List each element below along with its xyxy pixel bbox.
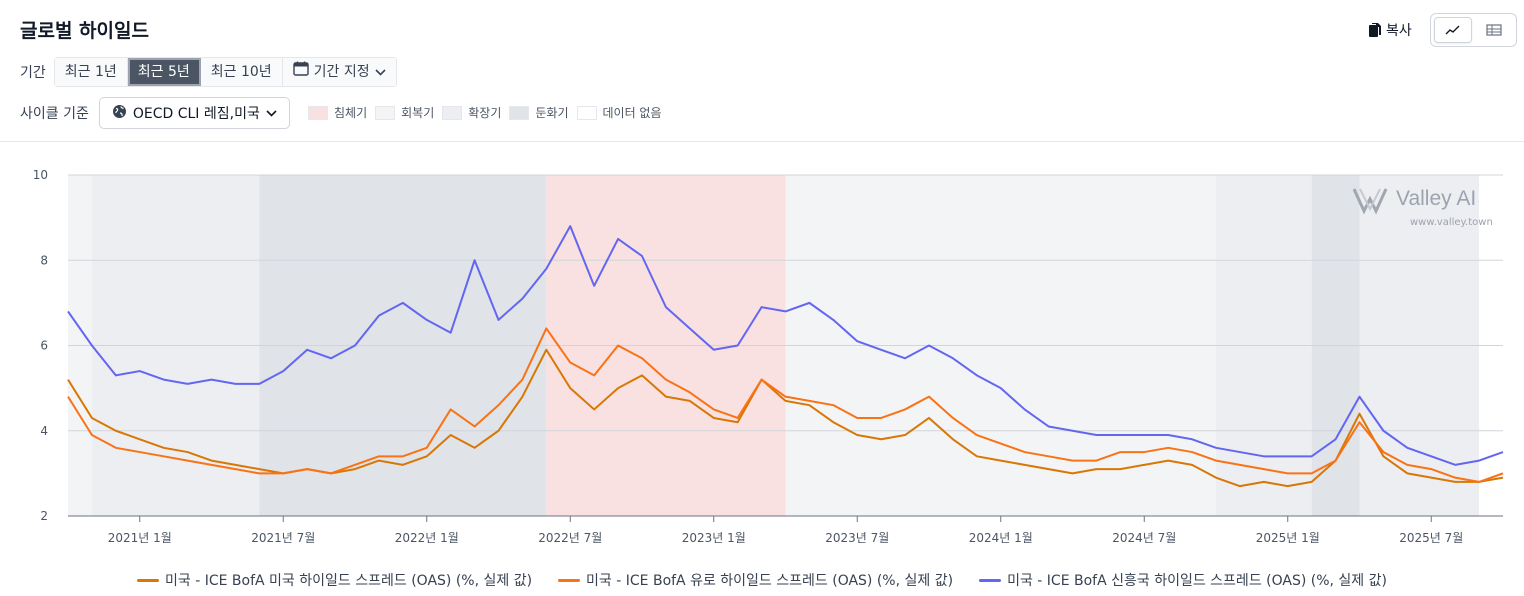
copy-button[interactable]: 복사 xyxy=(1368,20,1412,40)
series-line-1 xyxy=(67,327,1504,483)
watermark-url: www.valley.town xyxy=(1410,217,1493,228)
x-tick-label: 2022년 1월 xyxy=(395,531,459,545)
calendar-icon xyxy=(292,58,309,86)
x-tick-label: 2023년 7월 xyxy=(825,531,889,545)
phase-legend-item: 데이터 없음 xyxy=(576,104,662,121)
legend-label: 미국 - ICE BofA 신흥국 하이일드 스프레드 (OAS) (%, 실제… xyxy=(1007,573,1387,589)
copy-label: 복사 xyxy=(1386,23,1412,39)
phase-swatch xyxy=(576,105,597,120)
series-line-2 xyxy=(67,225,1504,466)
period-5y-button[interactable]: 최근 5년 xyxy=(127,58,201,86)
table-view-button[interactable] xyxy=(1476,17,1513,43)
phase-swatch xyxy=(308,105,328,120)
y-tick-label: 2 xyxy=(40,509,48,523)
line-chart: 2 4 6 8 10 2021년 1월 2021년 7월 2022년 1월 2022년 7월 20… xyxy=(33,168,1504,545)
phase-legend-item: 침체기 xyxy=(308,104,367,121)
phase-label: 침체기 xyxy=(334,106,368,120)
view-toggle xyxy=(1430,13,1517,47)
phase-legend-item: 회복기 xyxy=(375,104,434,121)
x-tick-label: 2021년 1월 xyxy=(108,531,172,545)
legend-line xyxy=(137,578,160,582)
x-tick-label: 2024년 7월 xyxy=(1112,531,1176,545)
legend-line xyxy=(979,578,1002,582)
period-selector: 최근 1년 최근 5년 최근 10년 기간 지정 xyxy=(53,57,397,87)
period-1y-button[interactable]: 최근 1년 xyxy=(54,58,128,86)
legend-line xyxy=(558,578,581,582)
legend-label: 미국 - ICE BofA 미국 하이일드 스프레드 (OAS) (%, 실제 … xyxy=(165,573,533,589)
phase-swatch xyxy=(509,105,530,120)
cycle-row: 사이클 기준 OECD CLI 레짐,미국 xyxy=(20,97,290,129)
phase-swatch xyxy=(375,105,396,120)
cycle-selected-label: OECD CLI 레짐,미국 xyxy=(132,106,260,122)
x-tick-label: 2022년 7월 xyxy=(538,531,602,545)
period-row: 기간 최근 1년 최근 5년 최근 10년 기간 지정 xyxy=(20,57,397,87)
y-tick-label: 4 xyxy=(40,424,48,438)
globe-icon xyxy=(112,104,127,123)
chart-area: 2 4 6 8 10 2021년 1월 2021년 7월 2022년 1월 2022년 7월 20… xyxy=(0,143,1524,596)
x-tick-label: 2024년 1월 xyxy=(969,531,1033,545)
x-tick-label: 2025년 7월 xyxy=(1399,531,1463,545)
cycle-select[interactable]: OECD CLI 레짐,미국 xyxy=(98,97,290,129)
x-tick-label: 2025년 1월 xyxy=(1256,531,1320,545)
custom-period-button[interactable]: 기간 지정 xyxy=(282,58,396,86)
page-title: 글로벌 하이일드 xyxy=(20,20,149,42)
legend-item-series-2[interactable]: 미국 - ICE BofA 신흥국 하이일드 스프레드 (OAS) (%, 실제… xyxy=(979,570,1387,590)
phase-label: 회복기 xyxy=(401,106,435,120)
period-label: 기간 xyxy=(20,65,46,81)
chevron-down-icon xyxy=(375,58,386,86)
legend-label: 미국 - ICE BofA 유로 하이일드 스프레드 (OAS) (%, 실제 … xyxy=(586,573,954,589)
y-tick-label: 10 xyxy=(33,168,48,182)
phase-swatch xyxy=(442,105,463,120)
phase-label: 확장기 xyxy=(468,106,502,120)
phase-label: 데이터 없음 xyxy=(602,106,662,120)
line-chart-icon xyxy=(1445,21,1461,40)
x-tick-label: 2021년 7월 xyxy=(251,531,315,545)
phase-legend: 침체기 회복기 확장기 둔화기 데이터 없음 xyxy=(308,104,662,121)
series-legend: 미국 - ICE BofA 미국 하이일드 스프레드 (OAS) (%, 실제 … xyxy=(0,570,1524,590)
phase-legend-item: 확장기 xyxy=(442,104,501,121)
copy-icon xyxy=(1368,22,1382,38)
cycle-label: 사이클 기준 xyxy=(20,106,89,122)
valley-logo-icon xyxy=(1352,188,1388,215)
custom-period-label: 기간 지정 xyxy=(313,64,370,80)
chevron-down-icon xyxy=(266,105,277,121)
legend-item-series-1[interactable]: 미국 - ICE BofA 유로 하이일드 스프레드 (OAS) (%, 실제 … xyxy=(558,570,953,590)
phase-legend-item: 둔화기 xyxy=(509,104,569,121)
phase-label: 둔화기 xyxy=(535,106,569,120)
legend-item-series-0[interactable]: 미국 - ICE BofA 미국 하이일드 스프레드 (OAS) (%, 실제 … xyxy=(137,570,532,590)
x-tick-label: 2023년 1월 xyxy=(682,531,746,545)
header: 글로벌 하이일드 복사 기간 최근 1년 최근 5년 최근 10년 xyxy=(0,0,1524,142)
y-tick-label: 8 xyxy=(40,253,48,267)
chart-view-button[interactable] xyxy=(1434,17,1472,43)
period-10y-button[interactable]: 최근 10년 xyxy=(200,58,283,86)
y-tick-label: 6 xyxy=(40,339,48,353)
table-icon xyxy=(1486,21,1502,40)
watermark-name: Valley AI xyxy=(1396,187,1477,210)
